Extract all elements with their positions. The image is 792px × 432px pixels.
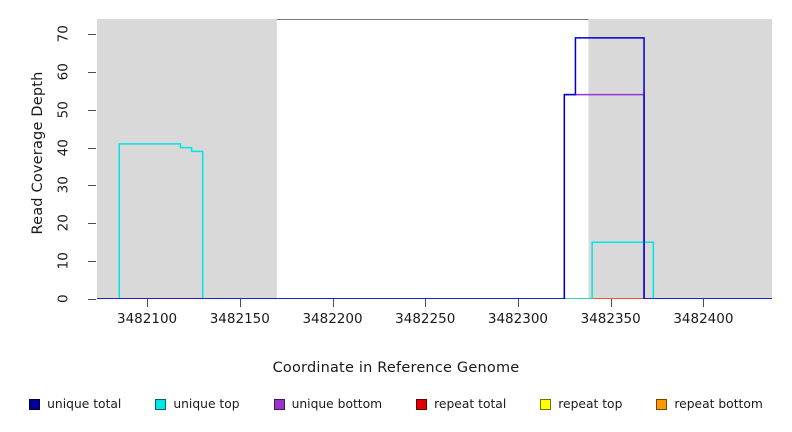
legend-item[interactable]: repeat top — [540, 398, 622, 410]
x-axis-title: Coordinate in Reference Genome — [272, 360, 520, 376]
legend-label: unique total — [47, 397, 122, 411]
x-tick-label: 3482150 — [209, 311, 270, 327]
legend-item[interactable]: unique total — [29, 398, 121, 410]
y-tick-label: 20 — [55, 214, 72, 232]
x-tick-mark — [425, 299, 427, 307]
legend-item[interactable]: unique top — [155, 397, 240, 411]
y-tick-mark — [88, 71, 96, 73]
legend-swatch-icon — [273, 398, 285, 410]
x-tick-label: 3482350 — [580, 311, 641, 327]
legend-label: repeat total — [434, 397, 507, 411]
legend-swatch-icon — [29, 398, 41, 410]
plot-svg — [97, 19, 772, 299]
x-tick-label: 3482200 — [302, 311, 363, 327]
y-tick-mark — [88, 185, 96, 187]
legend-item[interactable]: repeat total — [416, 398, 506, 410]
y-tick-mark — [88, 147, 96, 149]
shaded-region — [97, 19, 277, 299]
legend-swatch-icon — [656, 398, 668, 410]
x-tick-mark — [239, 299, 241, 307]
x-tick-label: 3482300 — [487, 311, 548, 327]
legend-label: unique bottom — [291, 397, 383, 411]
legend-swatch-icon — [416, 398, 428, 410]
x-tick-mark — [610, 299, 612, 307]
plot-area — [97, 19, 772, 299]
legend-label: repeat top — [558, 397, 623, 411]
y-tick-label: 10 — [55, 252, 72, 270]
y-tick-mark — [88, 223, 96, 225]
legend-item[interactable]: repeat bottom — [656, 397, 763, 411]
series-line-unique-top — [97, 143, 772, 299]
y-tick-label: 70 — [55, 25, 72, 43]
x-tick-mark — [332, 299, 334, 307]
series-line-unique-bottom — [97, 93, 772, 299]
x-tick-label: 3482100 — [117, 311, 178, 327]
y-tick-label: 60 — [55, 63, 72, 81]
legend-item[interactable]: unique bottom — [273, 397, 383, 411]
x-tick-mark — [703, 299, 705, 307]
y-tick-label: 0 — [55, 294, 72, 304]
series-line-unique-total — [97, 37, 772, 299]
x-tick-mark — [147, 299, 149, 307]
y-tick-mark — [88, 299, 96, 300]
x-tick-label: 3482250 — [395, 311, 456, 327]
legend-swatch-icon — [540, 398, 552, 410]
y-tick-mark — [88, 34, 96, 36]
legend-swatch-icon — [155, 398, 167, 410]
x-tick-mark — [517, 299, 519, 307]
y-tick-label: 30 — [55, 176, 72, 194]
y-axis-title: Read Coverage Depth — [30, 71, 46, 235]
legend-label: unique top — [173, 397, 240, 411]
x-tick-label: 3482400 — [673, 311, 734, 327]
y-tick-label: 50 — [55, 100, 72, 119]
y-tick-label: 40 — [55, 138, 72, 156]
y-tick-mark — [88, 261, 96, 263]
y-tick-mark — [88, 109, 96, 111]
shaded-region — [588, 19, 772, 299]
legend-label: repeat bottom — [674, 397, 763, 411]
chart-legend: unique total unique top unique bottom repea… — [0, 398, 792, 410]
